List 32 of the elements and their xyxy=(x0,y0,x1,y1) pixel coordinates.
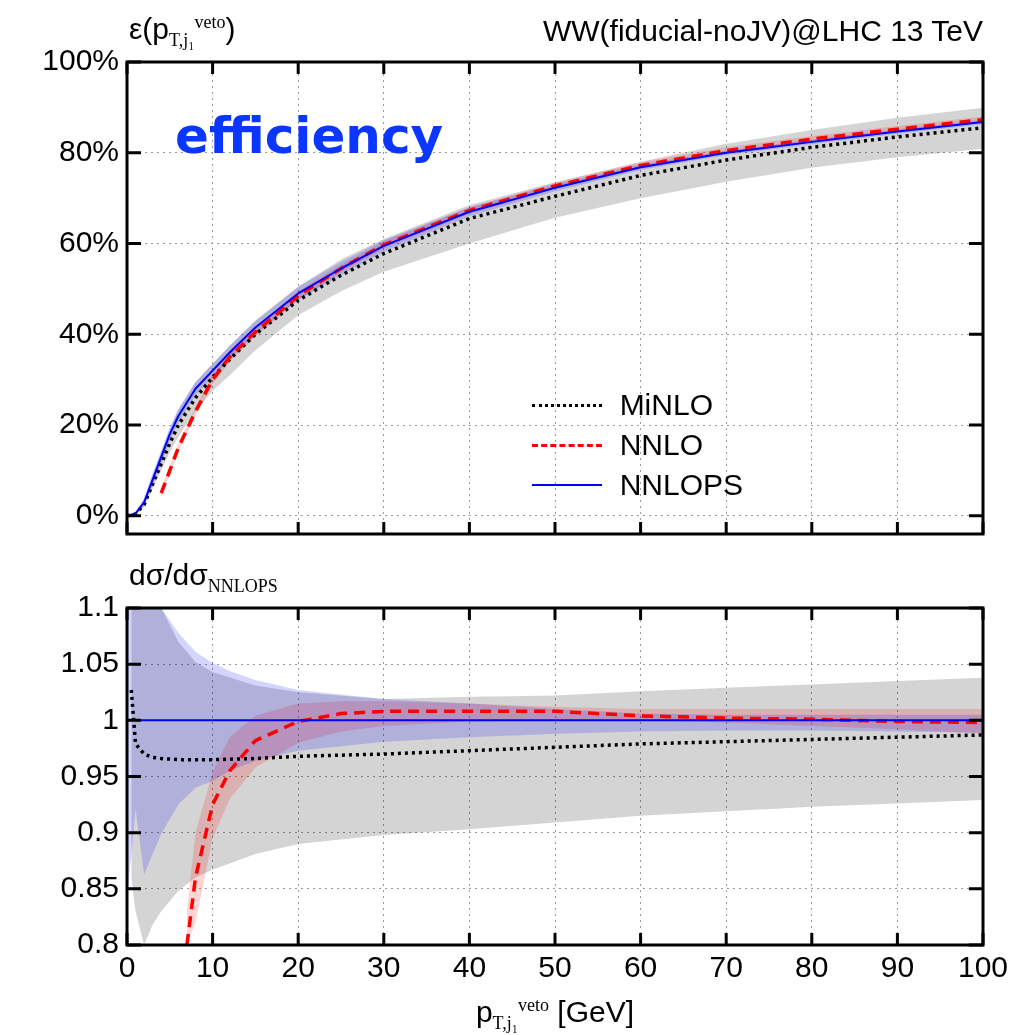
y-tick-label: 20% xyxy=(58,406,119,440)
y-tick-label: 0.8 xyxy=(77,926,119,960)
y-tick-label: 80% xyxy=(58,134,119,168)
x-tick-label: 20 xyxy=(281,950,315,984)
x-tick-label: 10 xyxy=(195,950,230,984)
x-tick-label: 90 xyxy=(880,950,915,984)
x-tick-label: 50 xyxy=(538,950,572,984)
y-tick-label: 1 xyxy=(102,701,119,735)
y-tick-label: 60% xyxy=(58,224,119,258)
x-tick-label: 40 xyxy=(452,950,487,984)
x-tick-label: 30 xyxy=(367,950,401,984)
x-tick-label: 60 xyxy=(623,950,658,984)
y-tick-label: 0.9 xyxy=(77,813,119,847)
legend-label: MiNLO xyxy=(619,388,713,422)
y-tick-label: 0.95 xyxy=(60,757,119,791)
chart-title: WW(fiducial-noJV)@LHC 13 TeV xyxy=(542,14,983,47)
y-tick-label: 0.85 xyxy=(60,870,119,904)
y-tick-label: 1.1 xyxy=(77,589,119,623)
y-axis-title: ε(p$_{T,j₁}$$^{veto}$) xyxy=(129,12,236,51)
x-tick-label: 100 xyxy=(957,950,1009,984)
x-axis-title: p$_{T,j₁}$$^{veto}$ [GeV] xyxy=(475,995,635,1034)
y-tick-label: 100% xyxy=(42,43,119,77)
x-tick-label: 70 xyxy=(709,950,743,984)
y-tick-label: 0% xyxy=(75,497,119,531)
y-tick-label: 40% xyxy=(58,315,119,349)
y-axis-title: dσ/dσ$_{NNLOPS}$ xyxy=(129,558,278,597)
y-tick-label: 1.05 xyxy=(60,645,119,679)
x-tick-label: 0 xyxy=(118,950,136,984)
x-tick-label: 80 xyxy=(795,950,829,984)
legend-label: NNLO xyxy=(619,428,703,462)
legend-label: NNLOPS xyxy=(619,468,743,502)
annotation: efficiency xyxy=(175,107,444,165)
